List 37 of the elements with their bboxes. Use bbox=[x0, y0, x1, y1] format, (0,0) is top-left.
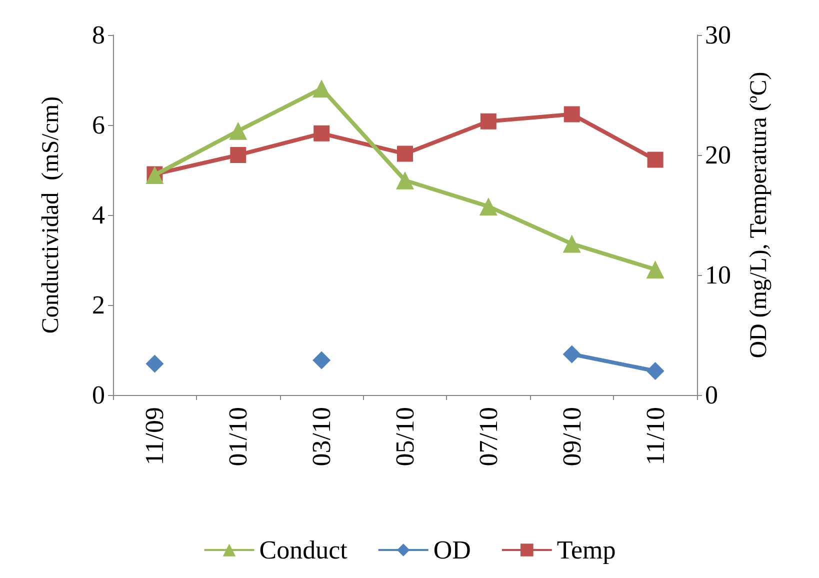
point bbox=[647, 152, 664, 168]
y2-tick-label: 20 bbox=[705, 140, 731, 170]
point bbox=[397, 146, 413, 162]
point bbox=[564, 106, 580, 122]
x-tick-label: 05/10 bbox=[390, 407, 420, 466]
point bbox=[396, 171, 414, 190]
point bbox=[146, 354, 164, 373]
x-tick-label: 11/10 bbox=[640, 407, 670, 466]
y2-tick-label: 0 bbox=[705, 380, 718, 410]
y2-axis-title: OD (mg/L), Temperatura (ºC) bbox=[746, 72, 772, 358]
legend-label: OD bbox=[433, 536, 471, 564]
point bbox=[646, 362, 664, 380]
y-tick-label: 6 bbox=[92, 110, 105, 140]
x-tick-label: 07/10 bbox=[474, 407, 503, 466]
y-tick-label: 0 bbox=[92, 380, 105, 410]
y2-tick-label: 10 bbox=[705, 260, 731, 290]
point bbox=[562, 234, 581, 253]
x-tick-label: 01/10 bbox=[224, 407, 253, 466]
point bbox=[229, 122, 248, 140]
point bbox=[479, 197, 498, 216]
point bbox=[312, 80, 331, 98]
legend-label: Temp bbox=[556, 536, 616, 564]
x-tick-label: 11/09 bbox=[140, 407, 170, 466]
y-tick-label: 4 bbox=[92, 200, 105, 230]
point bbox=[562, 345, 581, 364]
point bbox=[312, 351, 331, 370]
y-axis-title: Conductividad (mS/cm) bbox=[38, 96, 64, 334]
point bbox=[480, 113, 496, 130]
point bbox=[646, 260, 664, 278]
point bbox=[230, 147, 246, 163]
y-tick-label: 8 bbox=[92, 20, 105, 50]
x-tick-label: 09/10 bbox=[557, 407, 586, 466]
y-tick-label: 2 bbox=[92, 290, 105, 320]
x-tick-label: 03/10 bbox=[307, 407, 336, 466]
y2-tick-label: 30 bbox=[705, 20, 731, 50]
point bbox=[314, 125, 330, 142]
legend-label: Conduct bbox=[259, 536, 348, 564]
